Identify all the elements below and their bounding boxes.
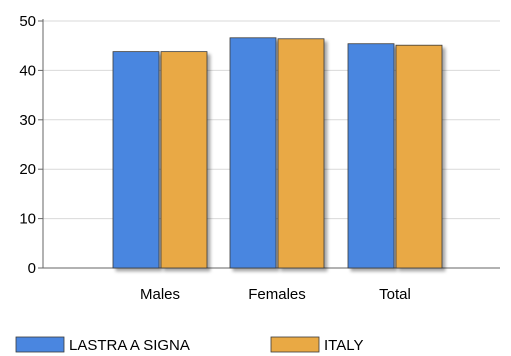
- x-tick-label-females: Females: [248, 286, 306, 303]
- legend: LASTRA A SIGNA ITALY: [15, 336, 363, 354]
- bar-males-italy: [160, 51, 208, 269]
- bar-females-italy: [277, 38, 325, 269]
- y-tick-label-20: 20: [19, 161, 36, 178]
- bar-total-lastra-a-signa: [347, 43, 395, 269]
- bars: [112, 37, 443, 269]
- y-tick-label-50: 50: [19, 13, 36, 30]
- bar-males-lastra-a-signa: [112, 51, 160, 269]
- labels: 0 10 20 30 40 50 Males Females Total: [19, 13, 411, 303]
- bar-total-italy: [395, 44, 443, 269]
- y-tick-label-40: 40: [19, 62, 36, 79]
- bar-females-lastra-a-signa: [229, 37, 277, 269]
- y-tick-label-0: 0: [28, 260, 36, 277]
- y-tick-label-10: 10: [19, 211, 36, 228]
- legend-swatch-lastra-a-signa: [15, 336, 65, 353]
- y-tick-label-30: 30: [19, 112, 36, 129]
- x-tick-label-males: Males: [140, 286, 180, 303]
- x-tick-label-total: Total: [379, 286, 411, 303]
- legend-label-lastra-a-signa: LASTRA A SIGNA: [69, 337, 190, 354]
- legend-label-italy: ITALY: [324, 337, 363, 354]
- legend-swatch-italy: [270, 336, 320, 353]
